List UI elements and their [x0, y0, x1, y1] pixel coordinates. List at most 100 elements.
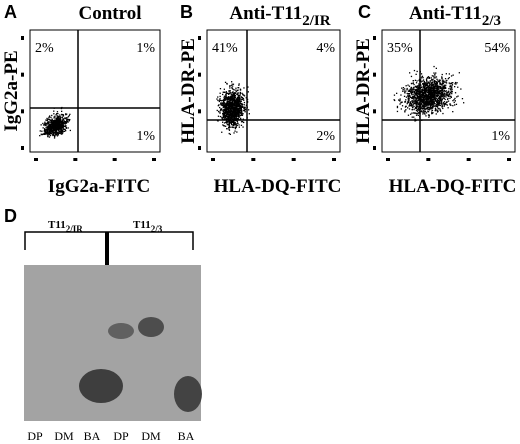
event-dot [242, 98, 245, 100]
x-axis-label: HLA-DQ-FITC [214, 176, 342, 197]
event-dot [425, 82, 427, 84]
event-dot [57, 117, 59, 119]
event-dot [440, 89, 442, 91]
event-dot [424, 106, 426, 108]
event-dot [406, 89, 408, 91]
event-dot [420, 73, 423, 75]
event-dot [243, 101, 246, 104]
event-dot [55, 127, 57, 129]
event-dot [228, 115, 230, 117]
event-dot [414, 107, 416, 110]
event-dot [439, 108, 441, 110]
event-dot [60, 124, 62, 126]
event-dot [62, 115, 65, 117]
event-dot [415, 107, 418, 109]
event-dot [419, 71, 421, 73]
event-dot [228, 103, 230, 105]
event-dot [438, 104, 440, 106]
event-dot [61, 133, 63, 135]
event-dot [217, 115, 220, 117]
event-dot [56, 117, 58, 119]
event-dot [229, 122, 231, 124]
event-dot [240, 117, 242, 119]
event-dot [404, 88, 406, 90]
event-dot [422, 103, 424, 105]
event-dot [422, 105, 425, 107]
event-dot [435, 109, 437, 112]
event-dot [61, 127, 63, 129]
event-dot [410, 86, 413, 89]
event-dot [217, 120, 219, 122]
axis-tick [21, 146, 24, 150]
event-dot [434, 80, 436, 82]
event-dot [439, 90, 441, 92]
event-dot [424, 101, 426, 103]
event-dot [418, 83, 420, 85]
event-dot [420, 103, 422, 105]
event-dot [50, 131, 52, 134]
event-dot [224, 105, 226, 108]
event-dot [415, 94, 417, 96]
event-dot [221, 104, 224, 107]
event-dot [235, 104, 237, 106]
event-dot [50, 129, 53, 131]
event-dot [402, 87, 405, 89]
event-dot [233, 109, 236, 111]
event-dot [44, 123, 46, 125]
event-dot [439, 87, 441, 89]
event-dot [57, 118, 59, 120]
event-dot [420, 79, 422, 81]
event-dot [426, 77, 428, 79]
event-dot [241, 111, 243, 113]
event-dot [222, 124, 224, 126]
event-dot [48, 116, 50, 118]
event-dot [237, 114, 240, 116]
event-dot [238, 96, 241, 99]
event-dot [410, 105, 412, 107]
event-dot [239, 88, 242, 90]
event-dot [223, 100, 225, 102]
event-dot [423, 83, 425, 85]
event-dot [432, 100, 434, 102]
event-dot [223, 122, 226, 124]
event-dot [46, 122, 48, 124]
event-dot [51, 130, 53, 132]
event-dot [452, 74, 454, 76]
event-dot [63, 130, 66, 132]
event-dot [433, 95, 435, 97]
event-dot [228, 98, 231, 100]
event-dot [231, 104, 233, 106]
event-dot [422, 105, 424, 107]
event-dot [450, 86, 452, 88]
event-dot [416, 103, 418, 106]
axis-tick [373, 72, 376, 77]
event-dot [44, 132, 46, 134]
event-dot [233, 120, 235, 122]
event-dot [228, 116, 230, 118]
event-dot [423, 112, 426, 114]
event-dot [421, 110, 423, 113]
event-dot [45, 127, 47, 129]
event-dot [426, 84, 429, 87]
event-dot [418, 108, 420, 110]
event-dot [427, 97, 429, 100]
event-dot [399, 99, 401, 101]
event-dot [419, 94, 422, 96]
event-dot [434, 91, 436, 93]
event-dot [233, 122, 236, 125]
event-dot [231, 114, 233, 117]
event-dot [426, 101, 429, 103]
event-dot [56, 111, 59, 113]
event-dot [426, 82, 428, 84]
event-dot [52, 134, 54, 137]
event-dot [57, 134, 60, 136]
event-dot [414, 112, 416, 114]
event-dot [428, 89, 430, 91]
event-dot [219, 88, 222, 90]
event-dot [230, 93, 232, 95]
event-dot [238, 116, 240, 118]
event-dot [224, 104, 226, 107]
event-dot [416, 91, 418, 93]
event-dot [223, 112, 225, 114]
event-dot [442, 97, 445, 99]
